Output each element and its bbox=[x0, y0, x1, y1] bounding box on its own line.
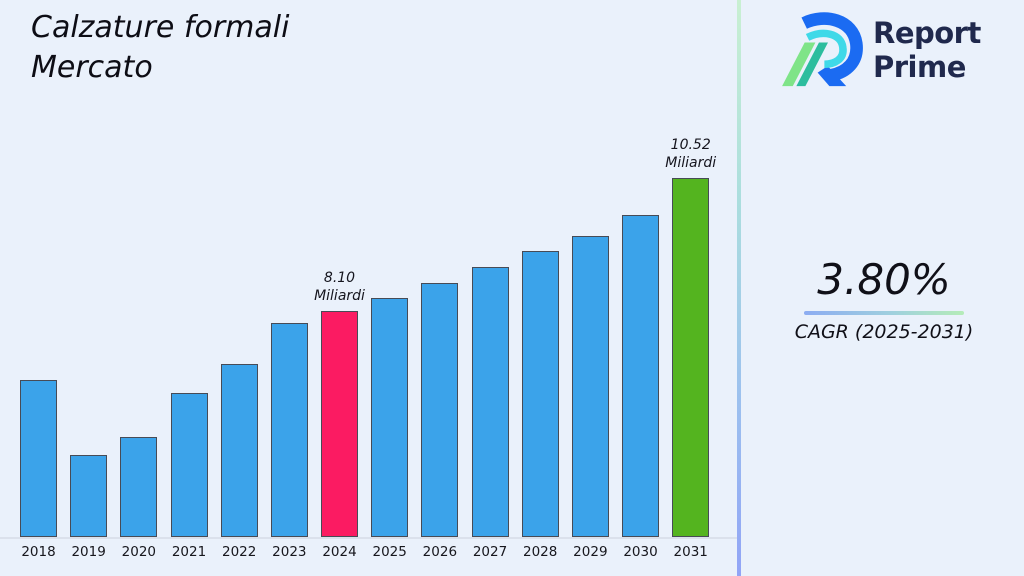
bar-2024 bbox=[321, 311, 359, 537]
report-prime-wordmark: Report Prime bbox=[873, 16, 981, 84]
cagr-value: 3.80% bbox=[817, 255, 951, 304]
bar-2030 bbox=[622, 215, 660, 537]
bar-2029 bbox=[571, 236, 609, 537]
bar-2028 bbox=[521, 251, 559, 537]
x-axis-label-2031: 2031 bbox=[673, 544, 708, 560]
bar-value-label-2031: 10.52 Miliardi bbox=[665, 137, 717, 171]
bar-chart: 2018 2019 2020 2021 2022 2023 2024 2025 2026 2027… bbox=[0, 137, 737, 560]
bar-2019 bbox=[70, 455, 108, 537]
cagr-underline bbox=[804, 311, 964, 315]
page-title-line2: Mercato bbox=[31, 50, 153, 85]
logo-word-prime: Prime bbox=[873, 50, 966, 84]
bar-2027 bbox=[471, 267, 509, 537]
x-axis-label-2022: 2022 bbox=[221, 544, 257, 560]
x-axis-label-2030: 2030 bbox=[623, 544, 658, 560]
x-axis-label-2028: 2028 bbox=[523, 544, 558, 560]
x-axis-label-2025: 2025 bbox=[372, 544, 407, 560]
page-title: Calzature formali Mercato bbox=[31, 8, 289, 88]
x-axis-label-2026: 2026 bbox=[422, 544, 458, 560]
x-axis-label-2021: 2021 bbox=[171, 544, 207, 560]
x-axis-label-2020: 2020 bbox=[121, 544, 156, 560]
cagr-label: CAGR (2025-2031) bbox=[794, 321, 974, 343]
logo-word-report: Report bbox=[873, 16, 981, 50]
bar-2025 bbox=[371, 298, 409, 537]
page-title-line1: Calzature formali bbox=[31, 10, 290, 45]
bar-2021 bbox=[170, 393, 208, 537]
cagr-panel: 3.80% CAGR (2025-2031) bbox=[794, 255, 974, 343]
x-axis-label-2024: 2024 bbox=[322, 544, 357, 560]
x-axis-label-2029: 2029 bbox=[573, 544, 608, 560]
x-axis-label-2023: 2023 bbox=[272, 544, 307, 560]
bar-2023 bbox=[270, 323, 308, 537]
bar-2020 bbox=[120, 437, 158, 537]
x-axis-label-2019: 2019 bbox=[71, 544, 106, 560]
bar-2018 bbox=[20, 380, 57, 537]
x-axis-line bbox=[0, 537, 737, 539]
x-axis-label-2018: 2018 bbox=[21, 544, 56, 560]
bar-2026 bbox=[421, 283, 459, 537]
report-prime-logo-icon bbox=[779, 12, 863, 88]
bar-value-label-2024: 8.10 Miliardi bbox=[314, 270, 365, 304]
bar-2031 bbox=[672, 178, 710, 537]
x-axis-label-2027: 2027 bbox=[472, 544, 508, 560]
vertical-divider bbox=[737, 0, 741, 576]
report-prime-logo: Report Prime bbox=[779, 11, 981, 89]
bar-2022 bbox=[220, 364, 258, 537]
